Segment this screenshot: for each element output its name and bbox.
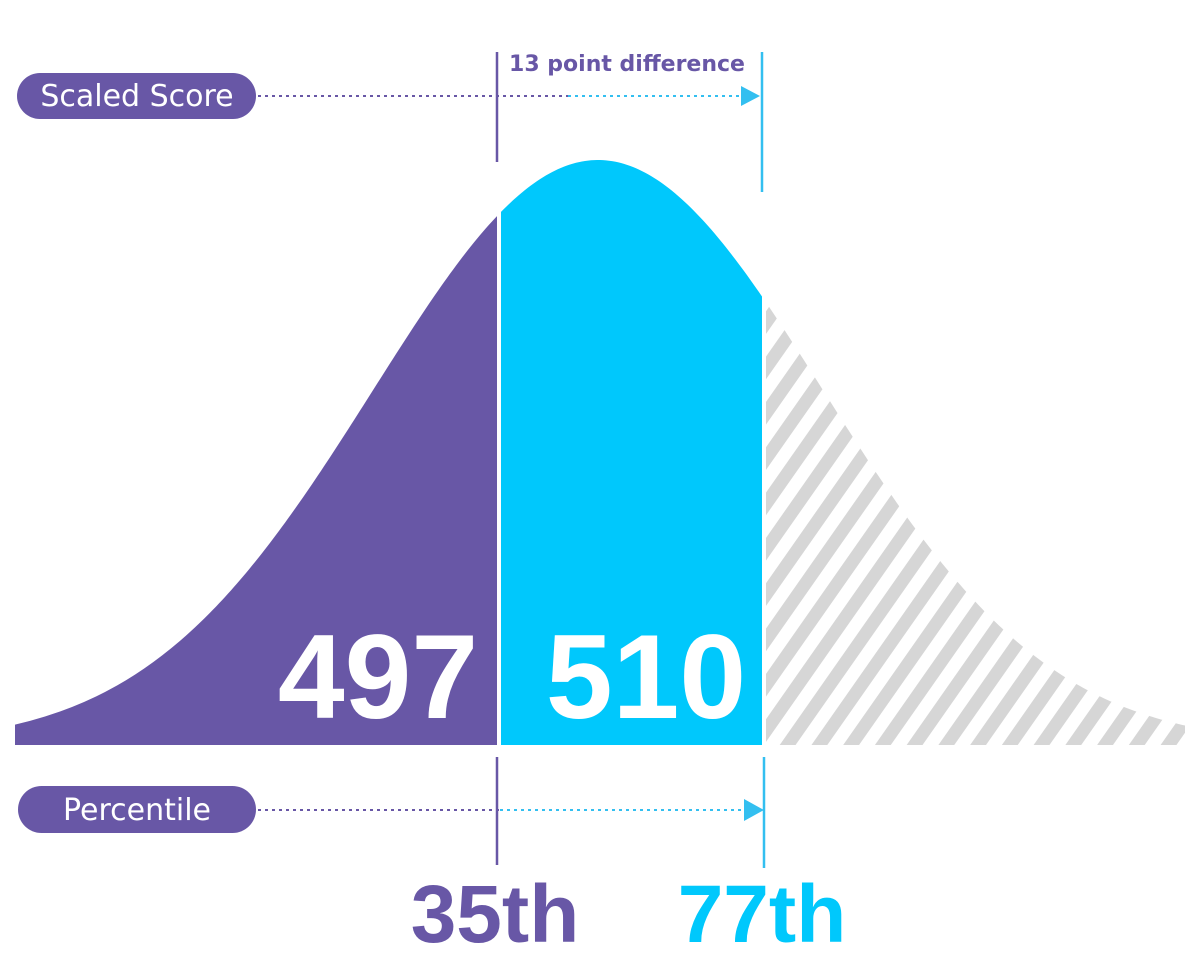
scaled-score-label: Scaled Score xyxy=(40,79,233,114)
score-value-low: 497 xyxy=(278,610,478,744)
scaled-score-arrow xyxy=(258,86,760,106)
curve-region-above-77th-hatched xyxy=(766,302,1185,745)
percentile-pill: Percentile xyxy=(18,786,256,833)
percentile-label: Percentile xyxy=(63,793,211,828)
arrowhead-icon xyxy=(744,799,764,821)
curve-region-35th-to-77th xyxy=(501,160,762,745)
curve-region-below-35th xyxy=(15,216,497,745)
percentile-arrow xyxy=(258,799,764,821)
score-value-high: 510 xyxy=(546,610,746,744)
scaled-score-pill: Scaled Score xyxy=(17,73,256,119)
arrowhead-icon xyxy=(741,86,760,106)
percentile-value-high: 77th xyxy=(678,869,847,960)
percentile-value-low: 35th xyxy=(411,869,580,960)
point-difference-label: 13 point difference xyxy=(509,52,745,77)
